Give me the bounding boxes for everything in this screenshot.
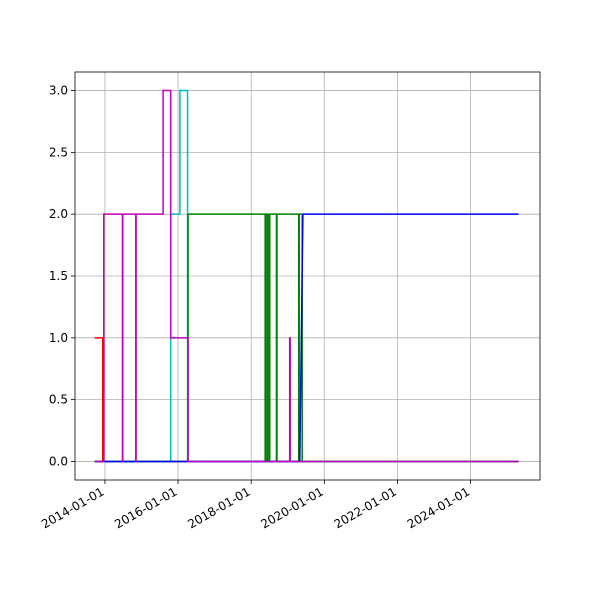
y-tick-label: 2.5	[49, 145, 68, 159]
series-line	[94, 89, 519, 463]
y-tick-label: 2.0	[49, 207, 68, 221]
y-tick-label: 1.0	[49, 331, 68, 345]
x-tick-label: 2016-01-01	[112, 484, 179, 531]
x-tick-label: 2014-01-01	[39, 484, 106, 531]
y-tick-label: 0.0	[49, 454, 68, 468]
x-tick-label: 2022-01-01	[332, 484, 399, 531]
y-tick-label: 1.5	[49, 269, 68, 283]
plot-frame	[74, 71, 541, 481]
x-tick-label: 2018-01-01	[185, 484, 252, 531]
y-tick-label: 3.0	[49, 84, 68, 98]
x-tick-label: 2024-01-01	[405, 484, 472, 531]
x-tick-label: 2020-01-01	[258, 484, 325, 531]
y-tick-label: 0.5	[49, 393, 68, 407]
